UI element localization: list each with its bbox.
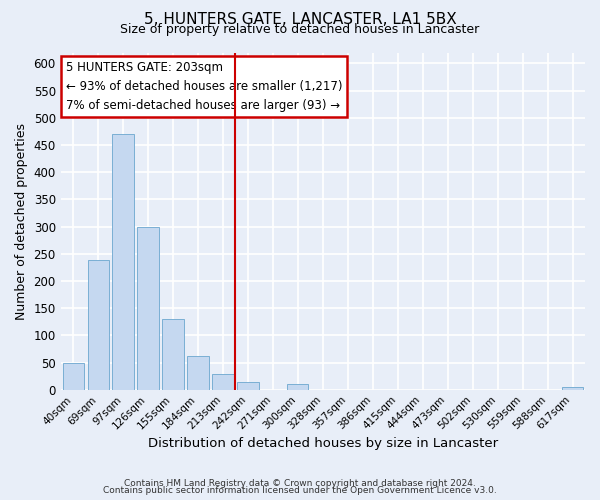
- Text: Contains public sector information licensed under the Open Government Licence v3: Contains public sector information licen…: [103, 486, 497, 495]
- Bar: [112, 134, 134, 390]
- Text: 5 HUNTERS GATE: 203sqm
← 93% of detached houses are smaller (1,217)
7% of semi-d: 5 HUNTERS GATE: 203sqm ← 93% of detached…: [66, 61, 343, 112]
- Bar: [187, 356, 209, 390]
- Bar: [62, 362, 84, 390]
- Bar: [163, 319, 184, 390]
- Text: 5, HUNTERS GATE, LANCASTER, LA1 5BX: 5, HUNTERS GATE, LANCASTER, LA1 5BX: [143, 12, 457, 28]
- Y-axis label: Number of detached properties: Number of detached properties: [15, 122, 28, 320]
- Text: Contains HM Land Registry data © Crown copyright and database right 2024.: Contains HM Land Registry data © Crown c…: [124, 478, 476, 488]
- Bar: [137, 226, 158, 390]
- Bar: [562, 387, 583, 390]
- Bar: [88, 260, 109, 390]
- Bar: [238, 382, 259, 390]
- Bar: [287, 384, 308, 390]
- Text: Size of property relative to detached houses in Lancaster: Size of property relative to detached ho…: [121, 24, 479, 36]
- X-axis label: Distribution of detached houses by size in Lancaster: Distribution of detached houses by size …: [148, 437, 498, 450]
- Bar: [212, 374, 233, 390]
